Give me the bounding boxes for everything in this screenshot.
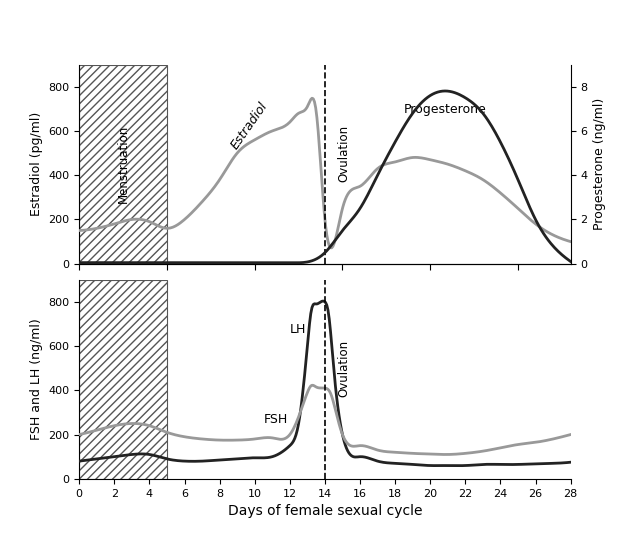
Y-axis label: FSH and LH (ng/ml): FSH and LH (ng/ml) [30,318,43,440]
Text: Ovulation: Ovulation [337,339,350,397]
Text: Progesterone: Progesterone [404,103,487,116]
Bar [79,280,167,479]
Text: Estradiol: Estradiol [228,100,270,152]
Bar [79,65,167,264]
Y-axis label: Estradiol (pg/ml): Estradiol (pg/ml) [30,112,43,216]
Bar [79,280,167,479]
Bar [79,65,167,264]
Text: LH: LH [290,323,306,336]
Text: Ovulation: Ovulation [337,124,350,182]
X-axis label: Days of female sexual cycle: Days of female sexual cycle [228,504,422,518]
Y-axis label: Progesterone (ng/ml): Progesterone (ng/ml) [593,98,606,230]
Text: FSH: FSH [264,414,288,427]
Text: Menstruation: Menstruation [117,125,129,203]
